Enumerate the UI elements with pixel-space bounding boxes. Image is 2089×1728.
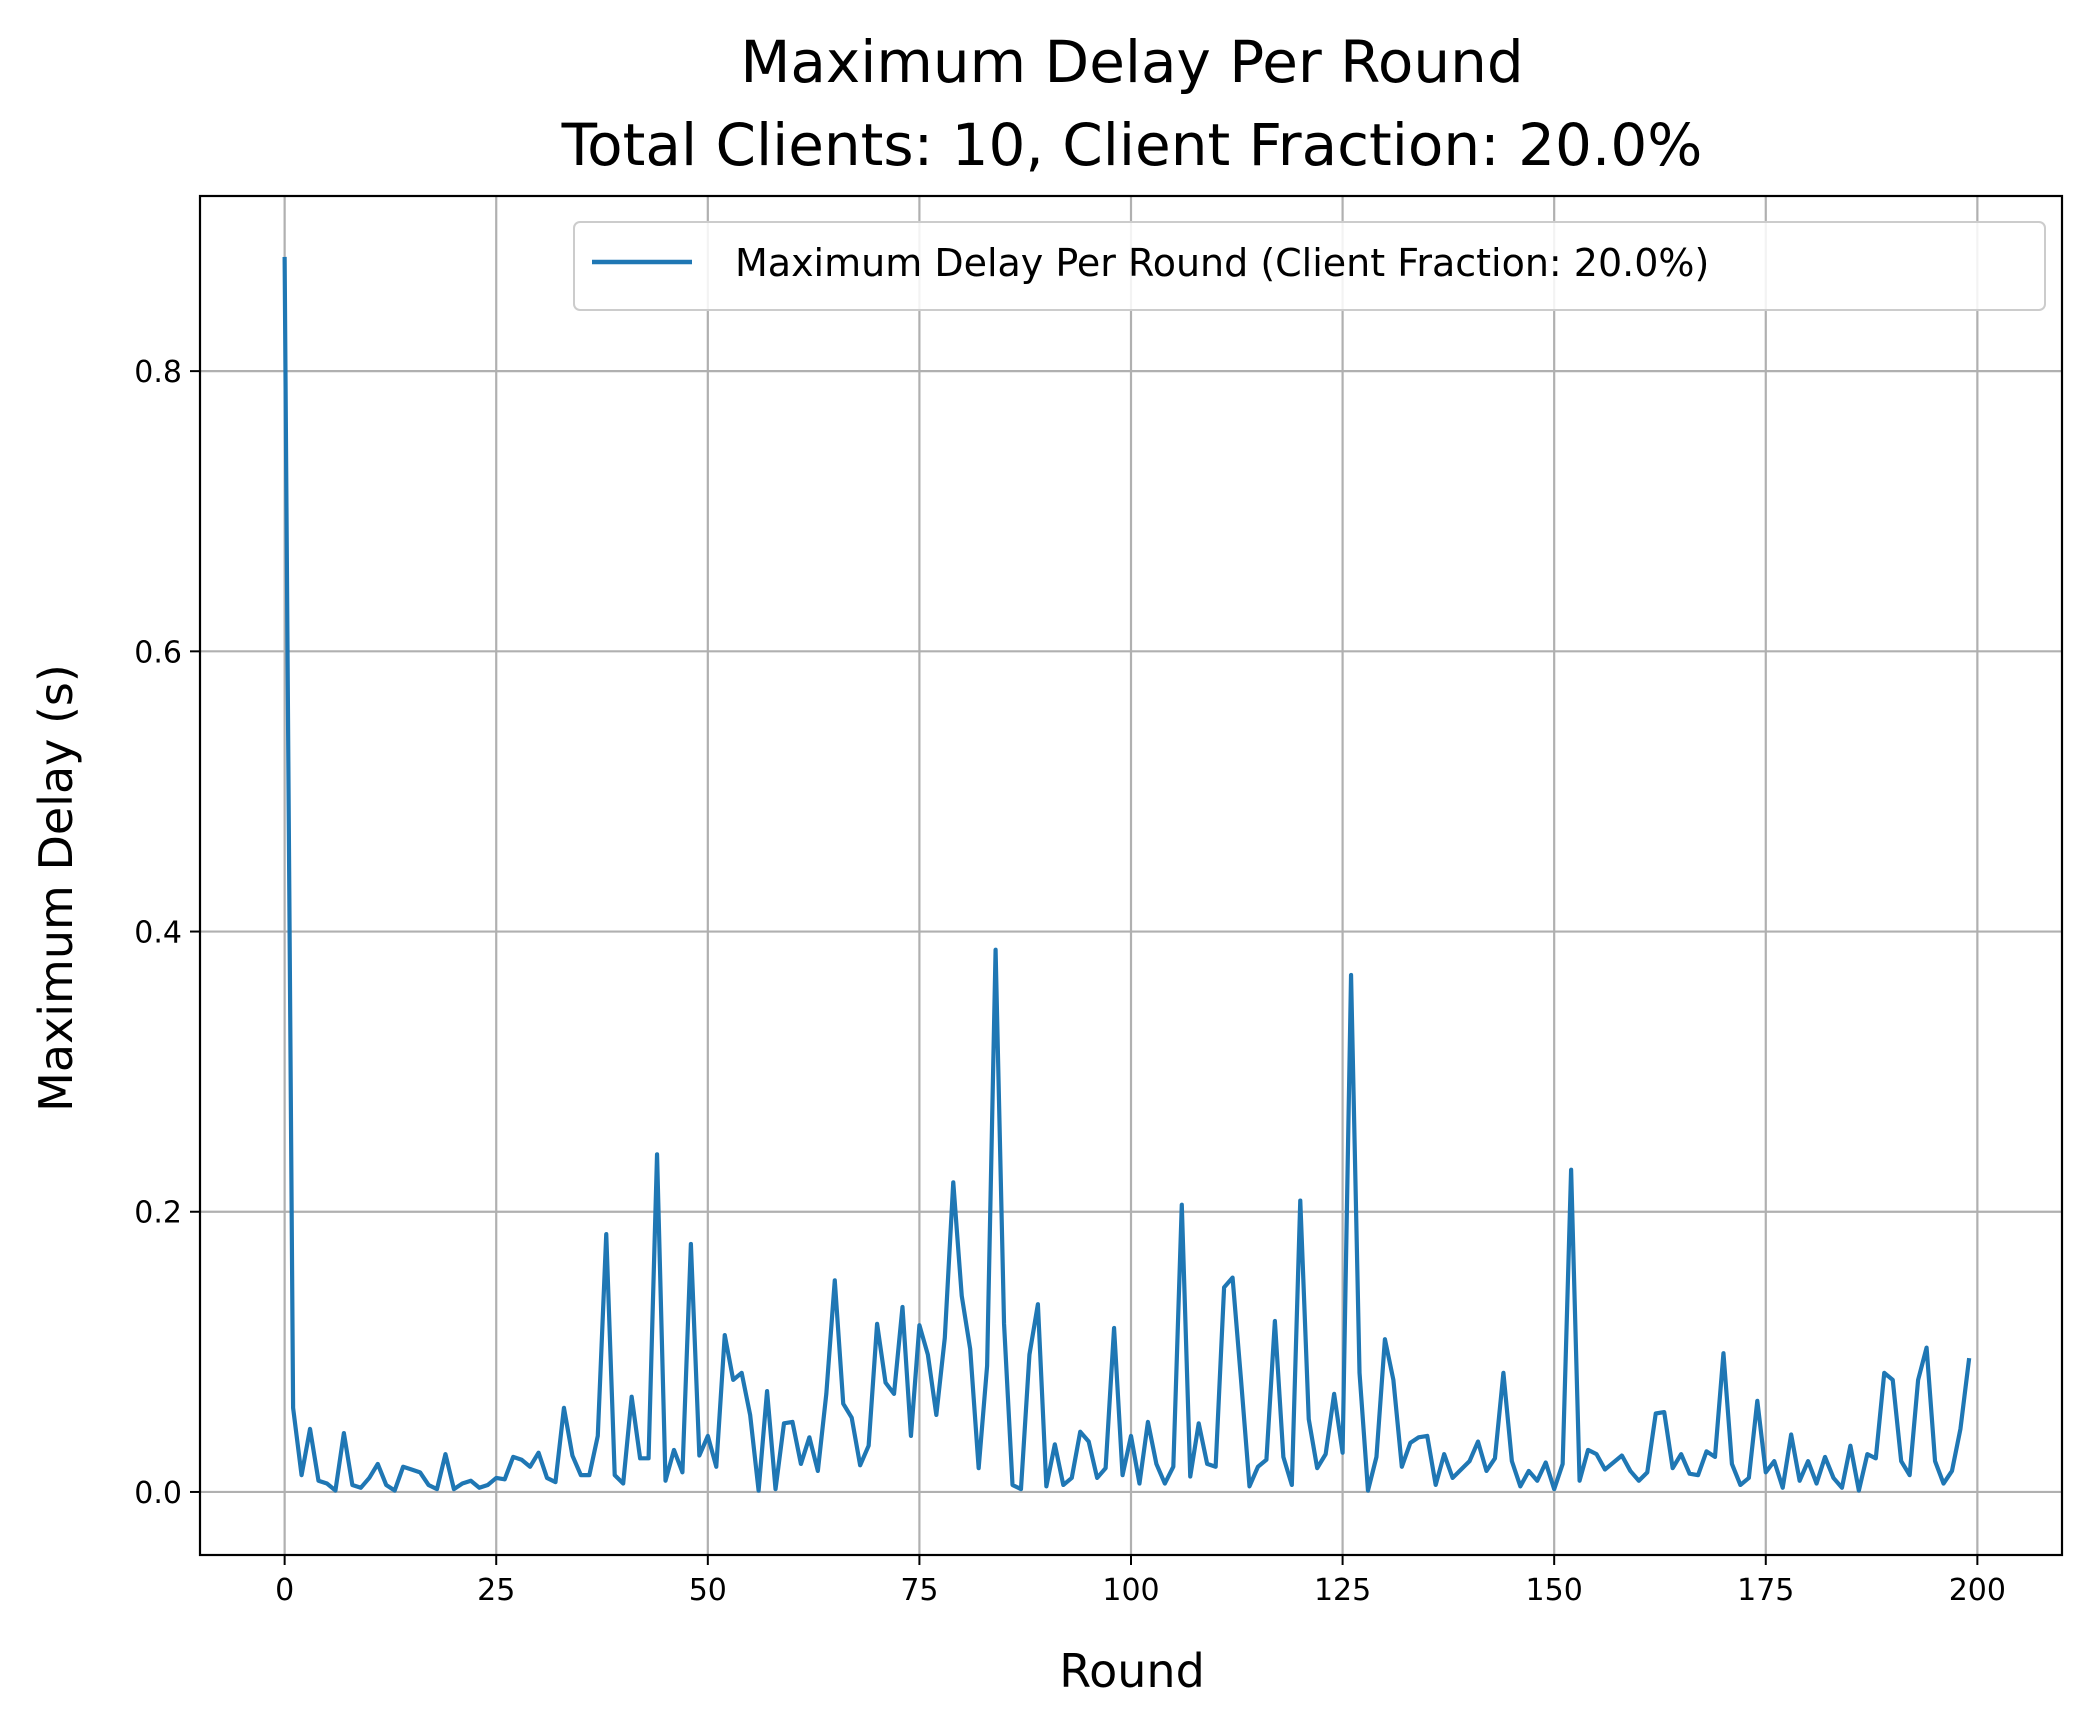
- x-tick-label: 150: [1526, 1573, 1583, 1608]
- x-tick-label: 200: [1949, 1573, 2006, 1608]
- x-tick-label: 175: [1737, 1573, 1794, 1608]
- series-line: [282, 256, 1972, 1493]
- x-tick-label: 50: [689, 1573, 727, 1608]
- x-tick-label: 125: [1314, 1573, 1371, 1608]
- x-tick-label: 75: [900, 1573, 938, 1608]
- chart-title: Maximum Delay Per Round: [740, 28, 1523, 96]
- grid: [200, 196, 2062, 1555]
- series-layer: [282, 256, 1972, 1493]
- y-tick-label: 0.4: [134, 916, 182, 951]
- x-tick-label: 25: [477, 1573, 515, 1608]
- x-tick-label: 0: [275, 1573, 294, 1608]
- x-axis-ticks: 0 25 50 75 100 125 150 175 200: [275, 1555, 2006, 1608]
- y-tick-label: 0.8: [134, 355, 182, 390]
- legend: Maximum Delay Per Round (Client Fraction…: [573, 221, 2046, 311]
- x-axis-label: Round: [1059, 1644, 1205, 1698]
- y-tick-label: 0.2: [134, 1196, 182, 1231]
- legend-label: Maximum Delay Per Round (Client Fraction…: [735, 241, 1709, 285]
- y-axis-label: Maximum Delay (s): [29, 664, 83, 1112]
- chart-subtitle: Total Clients: 10, Client Fraction: 20.0…: [561, 111, 1703, 179]
- y-tick-label: 0.0: [134, 1476, 182, 1511]
- legend-box: [573, 221, 2046, 311]
- y-axis-ticks: 0.0 0.2 0.4 0.6 0.8: [134, 355, 200, 1511]
- y-tick-label: 0.6: [134, 635, 182, 670]
- x-tick-label: 100: [1102, 1573, 1159, 1608]
